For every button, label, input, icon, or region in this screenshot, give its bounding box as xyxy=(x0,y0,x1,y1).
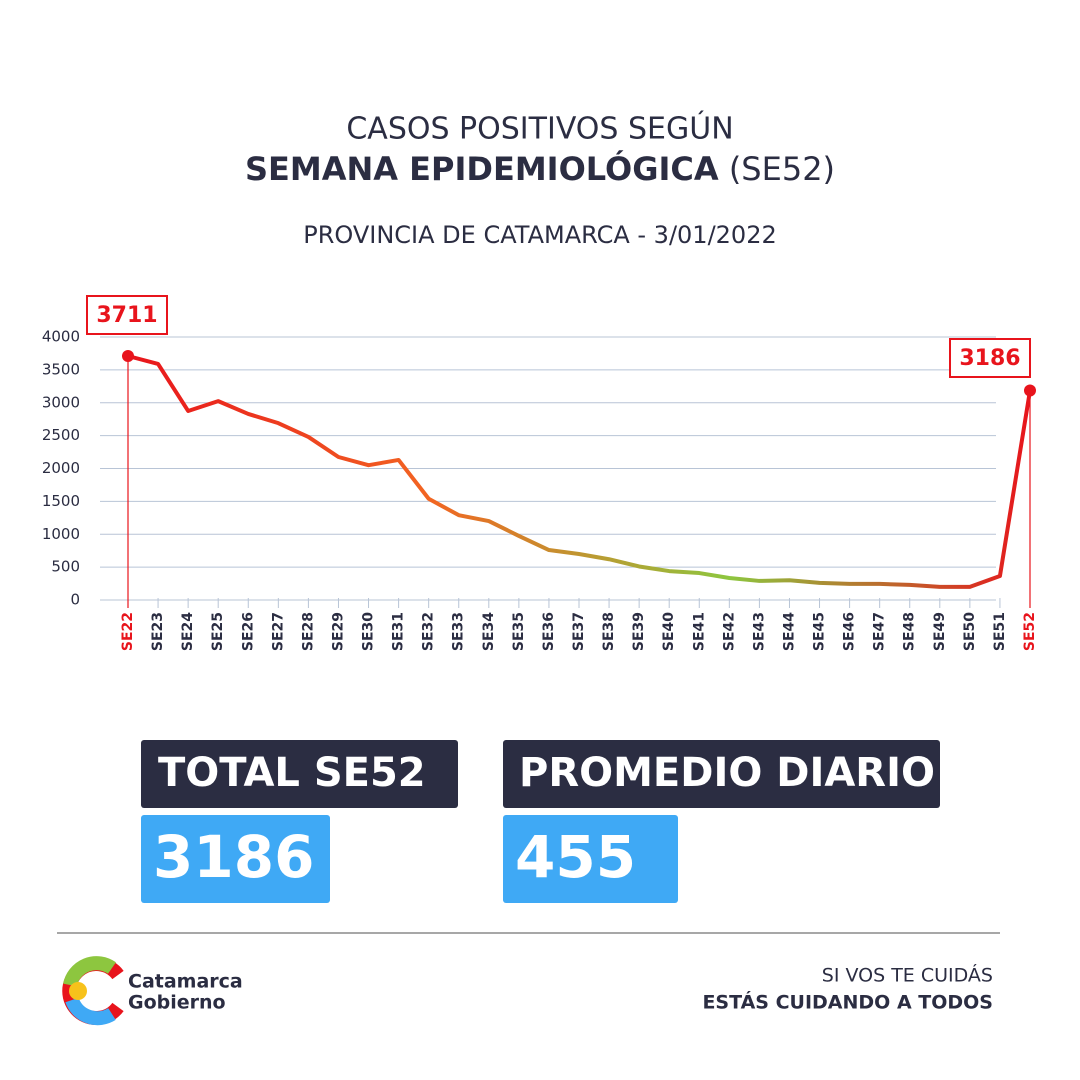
y-tick-label: 1000 xyxy=(42,525,80,543)
x-tick-label: SE51 xyxy=(992,612,1008,651)
x-tick-label: SE22 xyxy=(120,612,136,651)
x-tick-label: SE29 xyxy=(330,612,346,651)
logo-text: Gobierno xyxy=(128,992,226,1014)
data-line xyxy=(127,354,1032,589)
x-tick-label: SE40 xyxy=(661,612,677,651)
title: CASOS POSITIVOS SEGÚN xyxy=(346,110,733,147)
x-tick-label: SE23 xyxy=(150,612,166,651)
x-tick-label: SE41 xyxy=(691,612,707,651)
x-tick-label: SE50 xyxy=(962,612,978,651)
x-tick-label: SE45 xyxy=(812,612,828,651)
x-tick-label: SE32 xyxy=(421,612,437,651)
x-tick-label: SE26 xyxy=(240,612,256,651)
stat-label: PROMEDIO DIARIO xyxy=(519,750,935,796)
x-tick-label: SE52 xyxy=(1022,612,1038,651)
stat-value: 455 xyxy=(515,823,636,891)
value-label: 3711 xyxy=(96,303,157,328)
x-tick-label: SE33 xyxy=(451,612,467,651)
stat-value-box xyxy=(503,815,678,903)
y-tick-label: 1500 xyxy=(42,492,80,510)
highlight-dot xyxy=(122,350,134,363)
x-tick-label: SE49 xyxy=(932,612,948,651)
y-tick-label: 0 xyxy=(70,591,80,609)
x-tick-label: SE35 xyxy=(511,612,527,651)
x-tick-label: SE46 xyxy=(842,612,858,651)
title-bold-part: SEMANA EPIDEMIOLÓGICA xyxy=(245,149,719,188)
value-label-box xyxy=(86,295,168,335)
slogan: SI VOS TE CUIDÁS xyxy=(822,964,993,987)
value-label: 3186 xyxy=(959,346,1020,371)
y-tick-label: 3000 xyxy=(42,393,80,411)
subtitle: PROVINCIA DE CATAMARCA - 3/01/2022 xyxy=(303,221,777,249)
y-tick-label: 2000 xyxy=(42,459,80,477)
stat-label: TOTAL SE52 xyxy=(158,750,426,796)
slogan-bold: ESTÁS CUIDANDO A TODOS xyxy=(702,991,993,1014)
title-suffix: (SE52) xyxy=(729,150,835,188)
y-tick-label: 2500 xyxy=(42,426,80,444)
x-tick-label: SE28 xyxy=(300,612,316,651)
highlight-dot xyxy=(1024,384,1036,397)
x-tick-label: SE48 xyxy=(902,612,918,651)
x-tick-label: SE44 xyxy=(781,612,797,651)
x-tick-label: SE27 xyxy=(270,612,286,651)
logo-icon xyxy=(62,956,124,1026)
x-tick-label: SE39 xyxy=(631,612,647,651)
x-tick-label: SE30 xyxy=(361,612,377,651)
y-tick-label: 500 xyxy=(51,558,80,576)
x-tick-label: SE38 xyxy=(601,612,617,651)
x-tick-label: SE47 xyxy=(872,612,888,651)
x-tick-label: SE34 xyxy=(481,612,497,651)
value-label-box xyxy=(949,338,1031,378)
x-tick-label: SE31 xyxy=(391,612,407,651)
x-tick-label: SE43 xyxy=(751,612,767,651)
stat-value-box xyxy=(141,815,330,903)
y-tick-label: 4000 xyxy=(42,328,80,346)
stat-value: 3186 xyxy=(153,823,314,891)
x-tick-label: SE37 xyxy=(571,612,587,651)
y-tick-label: 3500 xyxy=(42,360,80,378)
stat-label-box xyxy=(141,740,458,808)
x-tick-label: SE36 xyxy=(541,612,557,651)
stat-label-box xyxy=(503,740,940,808)
x-tick-label: SE24 xyxy=(180,612,196,651)
x-tick-label: SE42 xyxy=(721,612,737,651)
title-bold: SEMANA EPIDEMIOLÓGICA (SE52) xyxy=(245,149,835,188)
x-tick-label: SE25 xyxy=(210,612,226,651)
logo-text: Catamarca xyxy=(128,971,243,993)
